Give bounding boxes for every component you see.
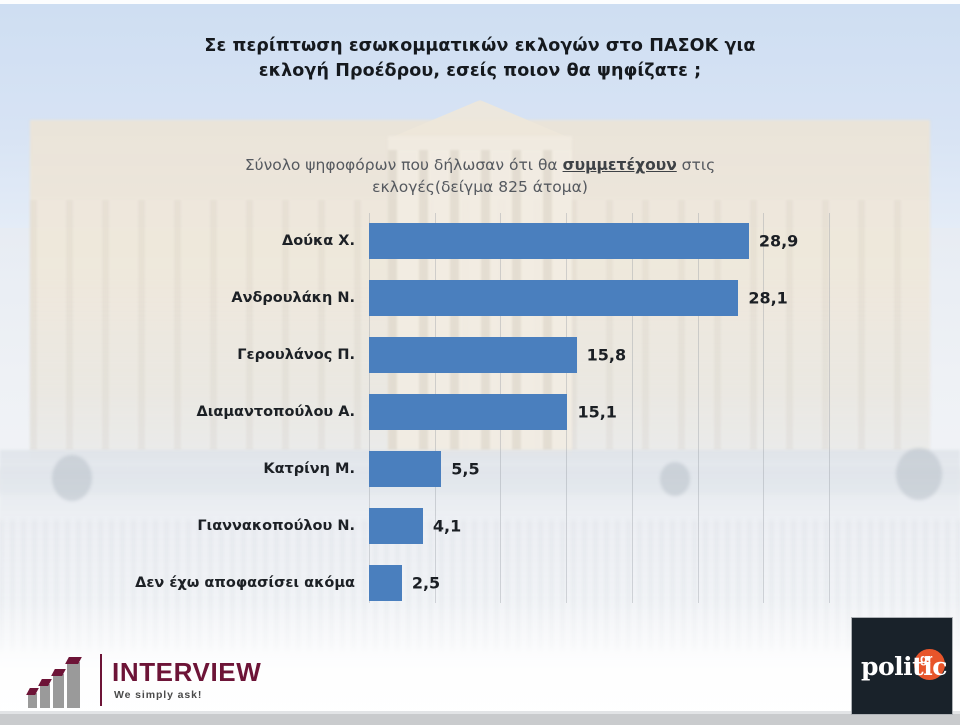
page-title-line-1: Σε περίπτωση εσωκομματικών εκλογών στο Π… — [204, 36, 756, 56]
chart-category-label: Δεν έχω αποφασίσει ακόμα — [135, 574, 355, 591]
subtitle-text-after: στις — [676, 156, 716, 174]
chart-value-label: 15,1 — [577, 402, 617, 421]
page-title: Σε περίπτωση εσωκομματικών εκλογών στο Π… — [130, 34, 830, 84]
chart-gridline — [697, 213, 699, 603]
interview-tagline: We simply ask! — [114, 689, 203, 701]
chart-gridline — [631, 213, 633, 603]
chart-bar — [369, 564, 402, 601]
interview-wordmark: INTERVIEW — [112, 657, 262, 687]
politic-tld-label: gr — [920, 652, 933, 666]
chart-bar-row: Ανδρουλάκη Ν. 28,1 — [0, 269, 960, 326]
bottom-border-strip-light — [0, 711, 960, 714]
chart-value-label: 15,8 — [586, 345, 627, 364]
chart-bar-row: Δούκα Χ. 28,9 — [0, 212, 960, 269]
politic-wordmark: politic — [861, 652, 947, 681]
chart-value-label: 28,1 — [748, 288, 788, 307]
chart-bar — [369, 450, 442, 487]
chart-value-label: 5,5 — [451, 459, 480, 478]
chart-bar — [369, 279, 739, 316]
chart-bar — [369, 222, 749, 259]
background-bottom-fade — [0, 600, 960, 725]
chart-category-label: Διαμαντοπούλου Α. — [196, 403, 356, 420]
chart-bar — [369, 507, 423, 544]
politic-logo: politic gr — [851, 617, 953, 715]
chart-subtitle-line-2: εκλογές(δείγμα 825 άτομα) — [372, 178, 588, 196]
chart-bar-row: Διαμαντοπούλου Α. 15,1 — [0, 383, 960, 440]
chart-bar-rows: Δούκα Χ. 28,9 Ανδρουλάκη Ν. 28,1 Γερουλάνος … — [0, 212, 960, 611]
chart-category-label: Κατρίνη Μ. — [263, 460, 355, 477]
interview-bar-cap-4 — [65, 657, 82, 664]
chart-bar-row: Γιαννακοπούλου Ν. 4,1 — [0, 497, 960, 554]
background-palm-tree-mid — [660, 462, 690, 496]
chart-value-label: 28,9 — [758, 231, 799, 250]
subtitle-emphasis: συμμετέχουν — [562, 156, 677, 174]
chart-category-label: Ανδρουλάκη Ν. — [231, 289, 355, 306]
chart-value-label: 4,1 — [432, 516, 462, 535]
background-palm-tree-right — [896, 448, 942, 500]
interview-bar-1 — [26, 688, 39, 708]
chart-category-label: Γερουλάνος Π. — [237, 346, 355, 363]
interview-bar-cap-2 — [38, 679, 52, 686]
interview-bar-4 — [65, 657, 82, 708]
interview-bar-2 — [38, 679, 52, 708]
top-border-strip — [0, 0, 960, 4]
chart-subtitle-line-1: Σύνολο ψηφοφόρων που δήλωσαν ότι θα συμμ… — [170, 154, 790, 176]
interview-bar-3 — [51, 669, 66, 708]
interview-bars-icon — [26, 657, 90, 708]
bottom-border-strip — [0, 714, 960, 725]
politic-circle-icon — [914, 649, 945, 680]
interview-logo: INTERVIEW We simply ask! — [26, 652, 261, 710]
background-palm-tree-left — [52, 455, 92, 501]
chart-category-label: Δούκα Χ. — [282, 232, 355, 249]
chart-bar-row: Δεν έχω αποφασίσει ακόμα 2,5 — [0, 554, 960, 611]
chart-bar — [369, 336, 577, 373]
chart-bar — [369, 393, 568, 430]
chart-bar-row: Κατρίνη Μ. 5,5 — [0, 440, 960, 497]
interview-bar-cap-3 — [51, 669, 66, 676]
subtitle-text-before: Σύνολο ψηφοφόρων που δήλωσαν ότι θα — [244, 156, 563, 174]
chart-bar-row: Γερουλάνος Π. 15,8 — [0, 326, 960, 383]
chart-gridline — [763, 213, 765, 603]
chart-category-label: Γιαννακοπούλου Ν. — [197, 517, 355, 534]
chart-value-label: 2,5 — [411, 573, 441, 592]
interview-bar-cap-1 — [26, 688, 39, 695]
page-title-line-2: εκλογή Προέδρου, εσείς ποιον θα ψηφίζατε… — [258, 60, 702, 81]
chart-gridline — [829, 213, 830, 603]
interview-divider — [100, 654, 102, 706]
chart-subtitle: Σύνολο ψηφοφόρων που δήλωσαν ότι θα συμμ… — [170, 154, 790, 198]
